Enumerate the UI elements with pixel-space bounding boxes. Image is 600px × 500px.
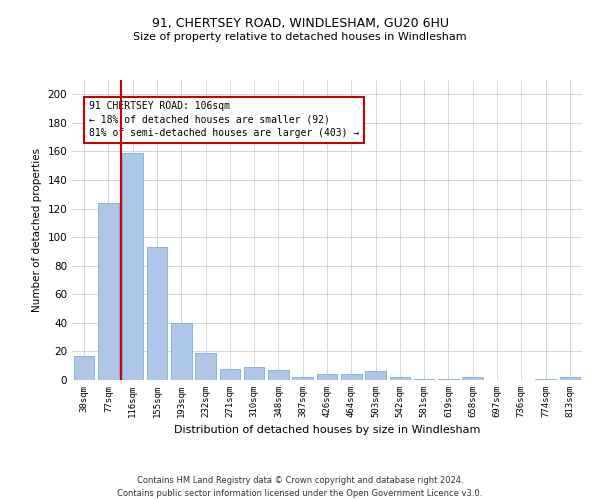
Bar bbox=[389, 377, 410, 380]
Bar bbox=[220, 368, 240, 380]
Bar bbox=[171, 323, 191, 380]
Bar bbox=[268, 370, 289, 380]
Bar bbox=[365, 372, 386, 380]
Bar bbox=[146, 247, 167, 380]
Bar bbox=[122, 153, 143, 380]
Text: 91, CHERTSEY ROAD, WINDLESHAM, GU20 6HU: 91, CHERTSEY ROAD, WINDLESHAM, GU20 6HU bbox=[151, 18, 449, 30]
Text: 91 CHERTSEY ROAD: 106sqm
← 18% of detached houses are smaller (92)
81% of semi-d: 91 CHERTSEY ROAD: 106sqm ← 18% of detach… bbox=[89, 102, 359, 138]
Bar bbox=[438, 378, 459, 380]
Text: Contains public sector information licensed under the Open Government Licence v3: Contains public sector information licen… bbox=[118, 489, 482, 498]
Bar bbox=[414, 378, 434, 380]
X-axis label: Distribution of detached houses by size in Windlesham: Distribution of detached houses by size … bbox=[174, 426, 480, 436]
Bar bbox=[317, 374, 337, 380]
Bar bbox=[195, 353, 216, 380]
Y-axis label: Number of detached properties: Number of detached properties bbox=[32, 148, 42, 312]
Bar bbox=[292, 377, 313, 380]
Bar bbox=[74, 356, 94, 380]
Text: Contains HM Land Registry data © Crown copyright and database right 2024.: Contains HM Land Registry data © Crown c… bbox=[137, 476, 463, 485]
Bar bbox=[98, 203, 119, 380]
Bar bbox=[535, 378, 556, 380]
Text: Size of property relative to detached houses in Windlesham: Size of property relative to detached ho… bbox=[133, 32, 467, 42]
Bar bbox=[463, 377, 483, 380]
Bar bbox=[341, 374, 362, 380]
Bar bbox=[560, 377, 580, 380]
Bar bbox=[244, 367, 265, 380]
